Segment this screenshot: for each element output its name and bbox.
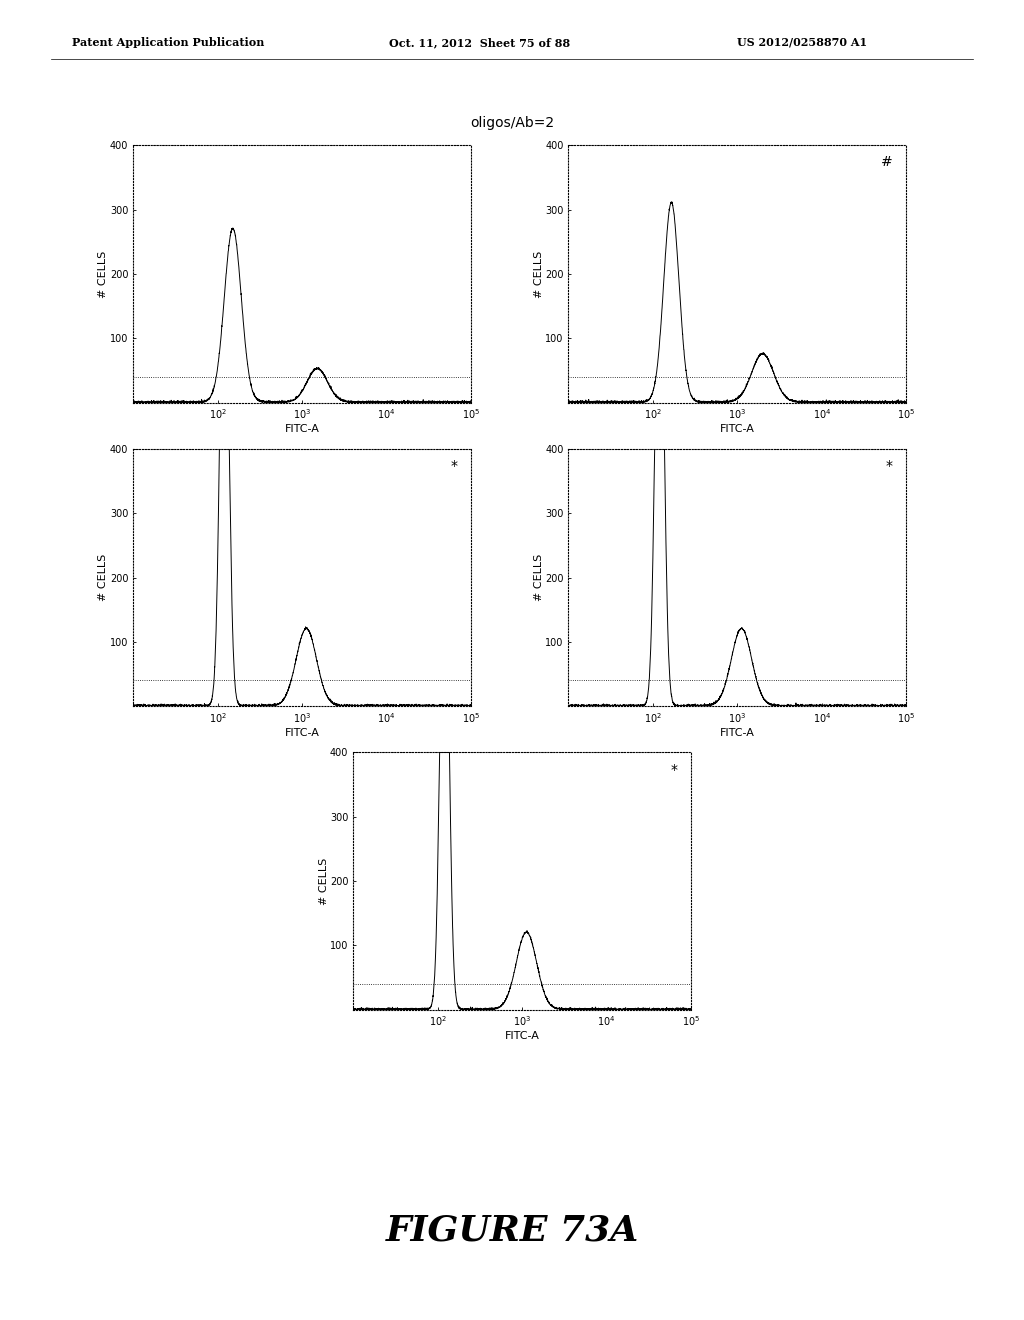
Y-axis label: # CELLS: # CELLS — [318, 858, 329, 904]
X-axis label: FITC-A: FITC-A — [285, 727, 319, 738]
Y-axis label: # CELLS: # CELLS — [98, 251, 109, 297]
Text: #: # — [881, 156, 893, 169]
Y-axis label: # CELLS: # CELLS — [534, 251, 544, 297]
Y-axis label: # CELLS: # CELLS — [98, 554, 109, 601]
Text: Oct. 11, 2012  Sheet 75 of 88: Oct. 11, 2012 Sheet 75 of 88 — [389, 37, 570, 48]
X-axis label: FITC-A: FITC-A — [720, 424, 755, 434]
Text: *: * — [671, 763, 678, 776]
Text: *: * — [451, 459, 458, 473]
Y-axis label: # CELLS: # CELLS — [534, 554, 544, 601]
Text: *: * — [886, 459, 893, 473]
Text: oligos/Ab=2: oligos/Ab=2 — [470, 116, 554, 131]
X-axis label: FITC-A: FITC-A — [285, 424, 319, 434]
X-axis label: FITC-A: FITC-A — [505, 1031, 540, 1041]
X-axis label: FITC-A: FITC-A — [720, 727, 755, 738]
Text: FIGURE 73A: FIGURE 73A — [385, 1213, 639, 1247]
Text: Patent Application Publication: Patent Application Publication — [72, 37, 264, 48]
Text: US 2012/0258870 A1: US 2012/0258870 A1 — [737, 37, 867, 48]
